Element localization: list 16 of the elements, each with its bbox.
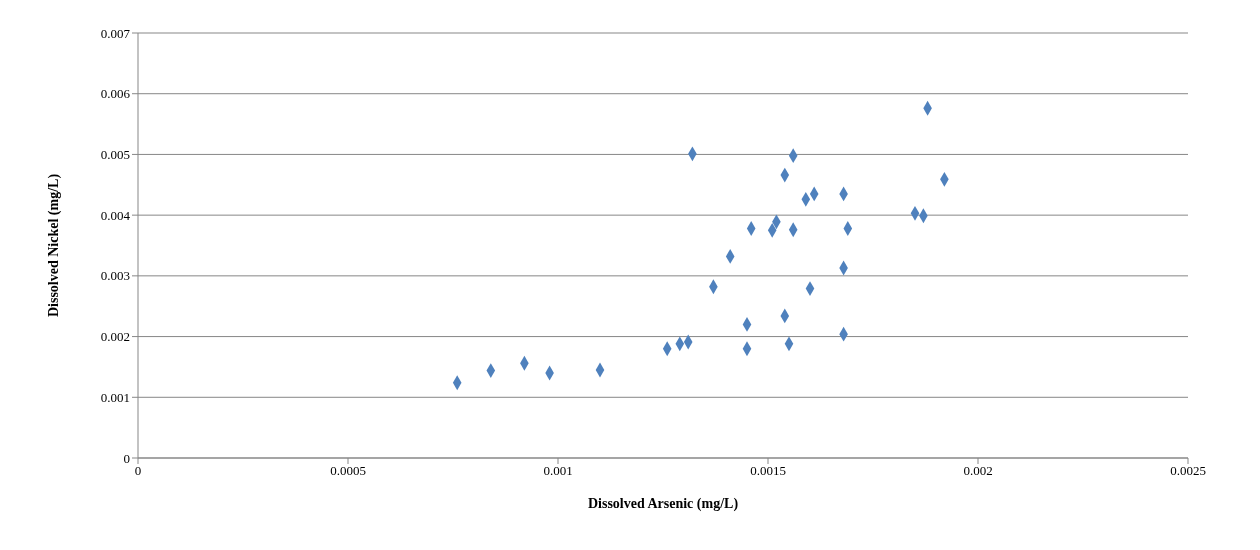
x-tick-label: 0.001 [543,463,573,479]
x-tick-label: 0.0015 [750,463,786,479]
x-axis-title: Dissolved Arsenic (mg/L) [587,496,739,512]
y-tick-label: 0.002 [100,329,130,345]
y-axis-title: Dissolved Nickel (mg/L) [45,173,62,318]
y-tick-label: 0.006 [100,86,131,102]
x-tick-label: 0 [134,463,142,479]
x-tick-label: 0.0025 [1170,463,1206,479]
y-tick-label: 0 [123,450,130,466]
y-tick-label: 0.007 [100,25,131,41]
y-tick-label: 0.005 [100,147,130,163]
y-tick-label: 0.004 [100,207,131,223]
x-tick-label: 0.0005 [330,463,366,479]
y-tick-label: 0.001 [100,389,130,405]
x-tick-label: 0.002 [963,463,993,479]
y-tick-label: 0.003 [100,268,130,284]
